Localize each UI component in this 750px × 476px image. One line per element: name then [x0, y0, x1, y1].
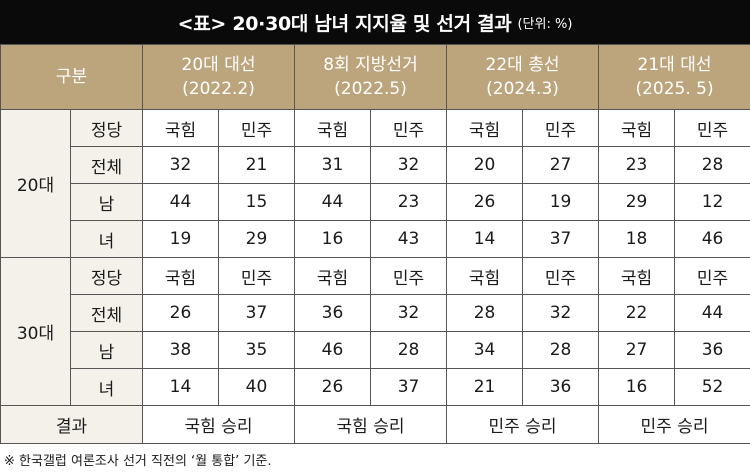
value-cell: 27 [598, 331, 676, 369]
header-election-1: 20대 대선 (2022.2) [142, 44, 295, 110]
value-cell: 23 [598, 146, 676, 184]
value-cell: 44 [674, 294, 750, 332]
value-cell: 37 [218, 294, 295, 332]
row-label: 녀 [70, 368, 143, 406]
table-row: 30대 정당 국힘 민주 국힘 민주 국힘 민주 국힘 민주 [0, 257, 750, 406]
value-cell: 32 [522, 294, 600, 332]
table-row: 전체 26 37 36 32 28 32 22 44 [1, 294, 750, 332]
header-election-2: 8회 지방선거 (2022.5) [293, 44, 448, 110]
table-title-bar: <표> 20·30대 남녀 지지율 및 선거 결과 (단위: %) [0, 0, 750, 44]
value-cell: 52 [674, 368, 750, 406]
row-label: 전체 [70, 146, 143, 184]
party-cell: 국힘 [294, 257, 371, 295]
value-cell: 37 [522, 220, 600, 258]
result-label: 결과 [0, 405, 143, 444]
value-cell: 14 [446, 220, 524, 258]
value-cell: 20 [446, 146, 524, 184]
value-cell: 46 [294, 331, 371, 369]
value-cell: 28 [446, 294, 524, 332]
table-title: <표> 20·30대 남녀 지지율 및 선거 결과 [177, 12, 512, 35]
value-cell: 44 [294, 183, 371, 221]
value-cell: 32 [369, 146, 448, 184]
result-cell: 국힘 승리 [293, 405, 448, 444]
header-election-3: 22대 총선 (2024.3) [446, 44, 600, 110]
election-table: 구분 20대 대선 (2022.2) 8회 지방선거 (2022.5) 22대 총선… [0, 44, 750, 444]
header-row: 구분 20대 대선 (2022.2) 8회 지방선거 (2022.5) 22대 총선… [0, 44, 750, 110]
value-cell: 29 [598, 183, 676, 221]
value-cell: 23 [369, 183, 448, 221]
table-row: 20대 정당 국힘 민주 국힘 민주 국힘 민주 국힘 민주 [0, 109, 750, 258]
party-cell: 민주 [674, 257, 750, 295]
result-cell: 민주 승리 [446, 405, 600, 444]
row-label: 정당 [70, 109, 143, 147]
value-cell: 26 [446, 183, 524, 221]
result-cell: 민주 승리 [598, 405, 750, 444]
value-cell: 40 [218, 368, 295, 406]
header-election-4: 21대 대선 (2025. 5) [598, 44, 750, 110]
table-row: 녀 19 29 16 43 14 37 18 46 [1, 220, 750, 258]
value-cell: 28 [674, 146, 750, 184]
party-cell: 국힘 [598, 109, 676, 147]
value-cell: 12 [674, 183, 750, 221]
value-cell: 32 [369, 294, 448, 332]
value-cell: 28 [369, 331, 448, 369]
party-cell: 민주 [218, 257, 295, 295]
value-cell: 27 [522, 146, 600, 184]
value-cell: 19 [522, 183, 600, 221]
value-cell: 38 [142, 331, 219, 369]
value-cell: 16 [294, 220, 371, 258]
value-cell: 43 [369, 220, 448, 258]
age-group-20s: 20대 [0, 109, 71, 258]
value-cell: 35 [218, 331, 295, 369]
header-category: 구분 [0, 44, 143, 110]
party-cell: 국힘 [446, 257, 524, 295]
party-cell: 국힘 [142, 109, 219, 147]
party-cell: 민주 [369, 109, 448, 147]
value-cell: 18 [598, 220, 676, 258]
row-label: 녀 [70, 220, 143, 258]
value-cell: 37 [369, 368, 448, 406]
party-cell: 민주 [522, 257, 600, 295]
table-row: 남 44 15 44 23 26 19 29 12 [1, 183, 750, 221]
row-label: 남 [70, 183, 143, 221]
value-cell: 15 [218, 183, 295, 221]
table-row: 전체 32 21 31 32 20 27 23 28 [1, 146, 750, 184]
party-cell: 민주 [218, 109, 295, 147]
party-cell: 국힘 [598, 257, 676, 295]
party-cell: 민주 [674, 109, 750, 147]
row-label: 정당 [70, 257, 143, 295]
value-cell: 46 [674, 220, 750, 258]
result-cell: 국힘 승리 [142, 405, 295, 444]
row-label: 전체 [70, 294, 143, 332]
footnote: ※ 한국갤럽 여론조사 선거 직전의 ‘월 통합’ 기준. [4, 454, 272, 469]
value-cell: 21 [446, 368, 524, 406]
value-cell: 26 [294, 368, 371, 406]
value-cell: 22 [598, 294, 676, 332]
party-cell: 민주 [522, 109, 600, 147]
value-cell: 14 [142, 368, 219, 406]
value-cell: 26 [142, 294, 219, 332]
value-cell: 29 [218, 220, 295, 258]
value-cell: 36 [294, 294, 371, 332]
value-cell: 32 [142, 146, 219, 184]
value-cell: 19 [142, 220, 219, 258]
value-cell: 28 [522, 331, 600, 369]
party-cell: 민주 [369, 257, 448, 295]
party-cell: 국힘 [446, 109, 524, 147]
value-cell: 44 [142, 183, 219, 221]
value-cell: 16 [598, 368, 676, 406]
unit-note: (단위: %) [517, 16, 573, 32]
value-cell: 36 [522, 368, 600, 406]
value-cell: 34 [446, 331, 524, 369]
table-row: 녀 14 40 26 37 21 36 16 52 [1, 368, 750, 406]
value-cell: 31 [294, 146, 371, 184]
age-group-30s: 30대 [0, 257, 71, 406]
party-cell: 국힘 [142, 257, 219, 295]
row-label: 남 [70, 331, 143, 369]
table-row: 남 38 35 46 28 34 28 27 36 [1, 331, 750, 369]
result-row: 결과 국힘 승리 국힘 승리 민주 승리 민주 승리 [0, 405, 750, 444]
value-cell: 21 [218, 146, 295, 184]
party-cell: 국힘 [294, 109, 371, 147]
value-cell: 36 [674, 331, 750, 369]
